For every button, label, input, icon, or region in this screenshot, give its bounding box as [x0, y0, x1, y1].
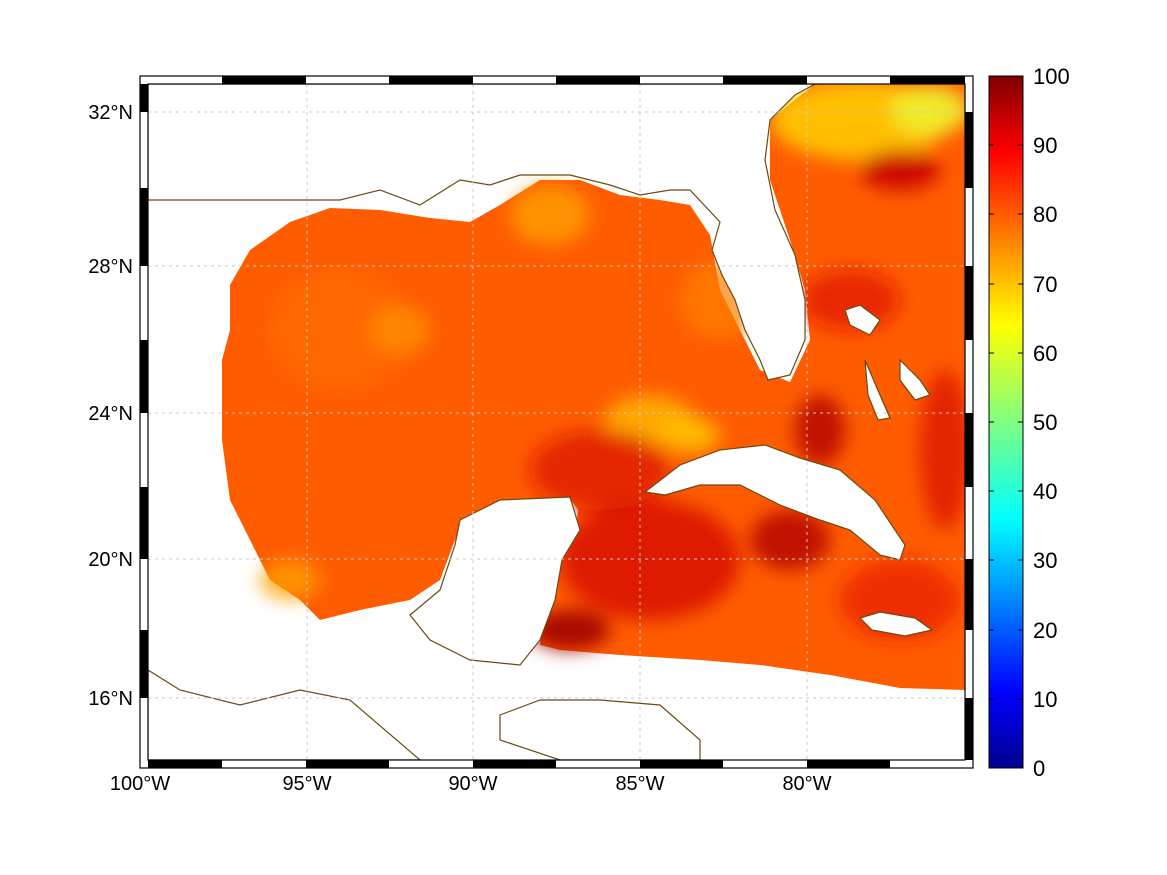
colorbar: 100 90 80 70 60 50 40 30 20 10 0 [988, 64, 1070, 781]
lon-label: 95°W [282, 773, 331, 795]
field-patch [530, 610, 610, 650]
land-central-america [148, 669, 421, 760]
colorbar-label: 60 [1033, 341, 1057, 366]
land-yucatan [409, 496, 581, 666]
land-jamaica [858, 611, 934, 637]
lon-label: 85°W [615, 773, 664, 795]
colorbar-label: 80 [1033, 202, 1057, 227]
lon-label: 80°W [782, 773, 831, 795]
field-patch [890, 85, 965, 135]
field-patch [560, 500, 740, 620]
map-frame [139, 75, 974, 769]
colorbar-label: 70 [1033, 272, 1057, 297]
lat-label: 28°N [88, 256, 133, 278]
field-patch [260, 560, 320, 600]
field-patch [800, 270, 900, 330]
lat-label: 16°N [88, 688, 133, 710]
field-patch [750, 510, 830, 570]
field-patch [920, 370, 965, 530]
lon-label: 100°W [110, 773, 170, 795]
land-masses [148, 84, 934, 760]
colorbar-gradient [988, 75, 1024, 769]
colorbar-label: 30 [1033, 548, 1057, 573]
colorbar-label: 90 [1033, 133, 1057, 158]
lat-label: 32°N [88, 102, 133, 124]
lat-label: 20°N [88, 549, 133, 571]
field-patch [370, 305, 430, 355]
field-patch [530, 430, 670, 510]
colorbar-ticks [989, 144, 1023, 700]
colorbar-label: 0 [1033, 756, 1045, 781]
land-honduras [499, 699, 701, 760]
graticule [148, 84, 965, 760]
field-patch [660, 417, 720, 453]
colorbar-labels: 100 90 80 70 60 50 40 30 20 10 0 [1033, 64, 1070, 781]
colorbar-label: 40 [1033, 479, 1057, 504]
colorbar-label: 50 [1033, 410, 1057, 435]
field-patch [795, 395, 845, 465]
colorbar-label: 10 [1033, 687, 1057, 712]
longitude-labels: 100°W 95°W 90°W 85°W 80°W [110, 773, 832, 795]
land-florida [148, 84, 816, 381]
lat-label: 24°N [88, 403, 133, 425]
field-patch [270, 270, 410, 390]
land-cuba [643, 444, 906, 561]
colorbar-label: 100 [1033, 64, 1070, 89]
field-patch [860, 150, 940, 190]
colorbar-label: 20 [1033, 618, 1057, 643]
field-patch [510, 185, 590, 245]
land-bahamas [844, 304, 931, 421]
sea-surface-field [222, 84, 965, 690]
latitude-labels: 32°N 28°N 24°N 20°N 16°N [88, 102, 133, 710]
lon-label: 90°W [448, 773, 497, 795]
